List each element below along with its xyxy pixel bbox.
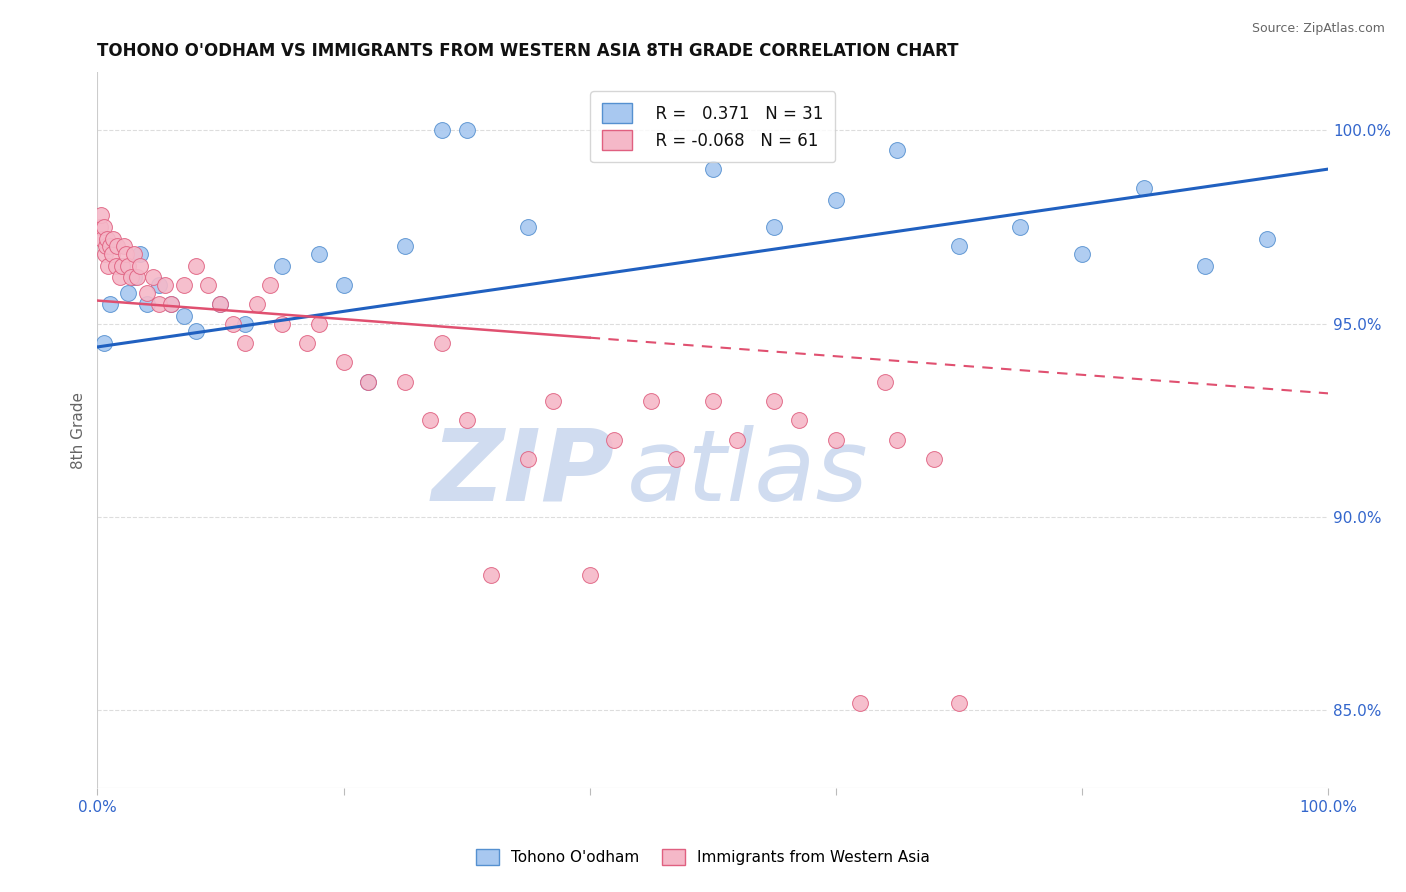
Point bbox=[578, 568, 600, 582]
Point bbox=[129, 259, 152, 273]
Point bbox=[456, 123, 478, 137]
Point bbox=[541, 394, 564, 409]
Point bbox=[148, 297, 170, 311]
Point bbox=[91, 232, 114, 246]
Point bbox=[665, 452, 688, 467]
Point bbox=[112, 239, 135, 253]
Point bbox=[209, 297, 232, 311]
Point bbox=[517, 452, 540, 467]
Point bbox=[763, 220, 786, 235]
Point bbox=[120, 270, 142, 285]
Point bbox=[1010, 220, 1032, 235]
Point bbox=[94, 239, 117, 253]
Point bbox=[517, 220, 540, 235]
Point bbox=[787, 413, 810, 427]
Point bbox=[886, 143, 908, 157]
Point bbox=[886, 433, 908, 447]
Point bbox=[233, 317, 256, 331]
Point bbox=[394, 239, 416, 253]
Point bbox=[135, 285, 157, 300]
Point bbox=[111, 259, 134, 273]
Point bbox=[209, 297, 232, 311]
Point bbox=[332, 278, 354, 293]
Point bbox=[430, 123, 453, 137]
Point bbox=[332, 355, 354, 369]
Point bbox=[849, 696, 872, 710]
Point bbox=[948, 239, 970, 253]
Point bbox=[948, 696, 970, 710]
Point bbox=[308, 317, 330, 331]
Point bbox=[725, 433, 748, 447]
Point bbox=[394, 375, 416, 389]
Point bbox=[160, 297, 183, 311]
Point bbox=[456, 413, 478, 427]
Point bbox=[1256, 232, 1278, 246]
Point bbox=[873, 375, 896, 389]
Point bbox=[173, 278, 195, 293]
Point bbox=[197, 278, 219, 293]
Point bbox=[135, 297, 157, 311]
Text: TOHONO O'ODHAM VS IMMIGRANTS FROM WESTERN ASIA 8TH GRADE CORRELATION CHART: TOHONO O'ODHAM VS IMMIGRANTS FROM WESTER… bbox=[97, 42, 959, 60]
Point bbox=[173, 309, 195, 323]
Legend: Tohono O'odham, Immigrants from Western Asia: Tohono O'odham, Immigrants from Western … bbox=[470, 843, 936, 871]
Point bbox=[93, 336, 115, 351]
Point bbox=[702, 162, 724, 177]
Point bbox=[98, 239, 121, 253]
Point bbox=[640, 394, 662, 409]
Point bbox=[90, 209, 112, 223]
Point bbox=[419, 413, 441, 427]
Point bbox=[702, 394, 724, 409]
Point bbox=[111, 259, 134, 273]
Point bbox=[101, 247, 124, 261]
Point bbox=[430, 336, 453, 351]
Point bbox=[160, 297, 183, 311]
Point bbox=[103, 232, 125, 246]
Point bbox=[246, 297, 269, 311]
Legend:   R =   0.371   N = 31,   R = -0.068   N = 61: R = 0.371 N = 31, R = -0.068 N = 61 bbox=[591, 92, 835, 162]
Point bbox=[308, 247, 330, 261]
Point bbox=[108, 270, 131, 285]
Point bbox=[105, 239, 128, 253]
Text: Source: ZipAtlas.com: Source: ZipAtlas.com bbox=[1251, 22, 1385, 36]
Point bbox=[1194, 259, 1216, 273]
Point bbox=[96, 232, 118, 246]
Point bbox=[104, 259, 127, 273]
Point bbox=[153, 278, 176, 293]
Text: ZIP: ZIP bbox=[432, 425, 614, 522]
Point bbox=[824, 193, 846, 207]
Point bbox=[125, 270, 148, 285]
Point bbox=[763, 394, 786, 409]
Point bbox=[295, 336, 318, 351]
Point bbox=[233, 336, 256, 351]
Point bbox=[97, 259, 120, 273]
Point bbox=[824, 433, 846, 447]
Point bbox=[1071, 247, 1094, 261]
Point bbox=[922, 452, 945, 467]
Point bbox=[1132, 181, 1154, 195]
Point bbox=[117, 259, 139, 273]
Point bbox=[93, 247, 115, 261]
Point bbox=[89, 220, 111, 235]
Y-axis label: 8th Grade: 8th Grade bbox=[72, 392, 86, 468]
Point bbox=[271, 317, 294, 331]
Point bbox=[184, 325, 207, 339]
Point bbox=[222, 317, 245, 331]
Point bbox=[114, 247, 136, 261]
Text: atlas: atlas bbox=[627, 425, 869, 522]
Point bbox=[124, 247, 146, 261]
Point bbox=[142, 270, 165, 285]
Point bbox=[603, 433, 626, 447]
Point bbox=[184, 259, 207, 273]
Point bbox=[357, 375, 380, 389]
Point bbox=[357, 375, 380, 389]
Point bbox=[259, 278, 281, 293]
Point bbox=[117, 285, 139, 300]
Point bbox=[479, 568, 502, 582]
Point bbox=[93, 220, 115, 235]
Point bbox=[271, 259, 294, 273]
Point bbox=[148, 278, 170, 293]
Point bbox=[98, 297, 121, 311]
Point bbox=[124, 270, 146, 285]
Point bbox=[129, 247, 152, 261]
